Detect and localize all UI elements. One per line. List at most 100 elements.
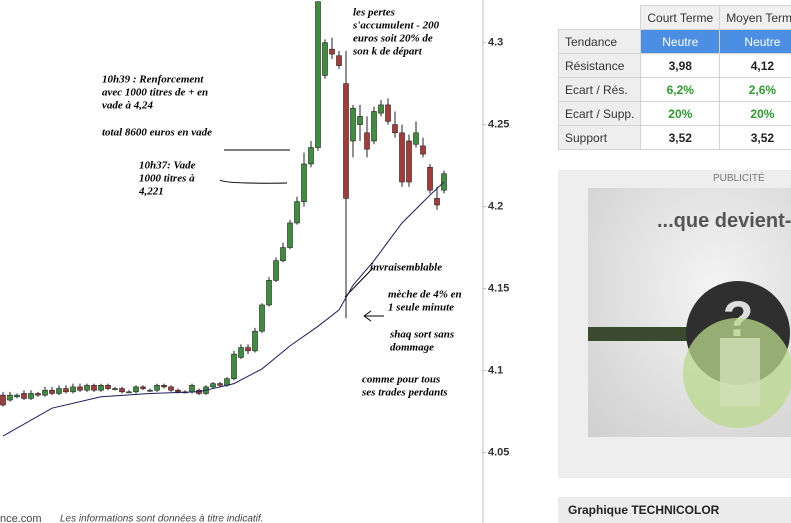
table-row: Ecart / Supp. 20% 20% (557, 101, 791, 126)
table-row: Support 3,52 3,52 (557, 125, 791, 150)
candle-body (273, 260, 279, 281)
table-corner (558, 5, 641, 30)
candle-body (364, 132, 370, 150)
row-label: Ecart / Rés. (557, 77, 642, 102)
candle-body (259, 304, 265, 332)
candle-body (343, 83, 349, 199)
annotation: avec 1000 titres de + en (102, 87, 208, 99)
candle-body (378, 104, 384, 114)
ad-image: ...que devient- ? (588, 188, 791, 437)
annotation: invraisemblable (370, 262, 442, 274)
row-label: Ecart / Supp. (557, 101, 642, 126)
candle-body (35, 393, 41, 396)
candle-body (420, 145, 426, 155)
candle-body (168, 386, 174, 391)
annotation: 10h37: Vade (139, 160, 196, 172)
candle-body (350, 107, 356, 142)
candle-body (0, 394, 6, 406)
row-label: Support (557, 125, 642, 150)
footer-site: nce.com (0, 513, 42, 523)
candle-body (329, 48, 335, 55)
candle-body (77, 386, 83, 391)
y-tick-label: 4.1 (488, 364, 503, 376)
pointer-line (219, 179, 288, 184)
candle-body (91, 384, 97, 391)
table-row: Résistance 3,98 4,12 (557, 53, 791, 78)
cell-value: 3,98 (640, 53, 721, 78)
candle-body (98, 384, 104, 391)
cell-value: 6,2% (640, 77, 721, 102)
annotation: les pertes (353, 7, 395, 19)
row-label: Résistance (557, 53, 642, 78)
candle-body (112, 388, 118, 390)
annotation: 10h39 : Renforcement (102, 74, 204, 86)
candle-body (21, 393, 27, 399)
column-header: Court Terme (640, 5, 721, 30)
candle-body (105, 384, 111, 389)
candle-body (336, 55, 342, 66)
candle-body (245, 347, 251, 352)
candle-body (189, 384, 195, 393)
candle-body (399, 132, 405, 183)
candle-body (287, 222, 293, 248)
candle-body (133, 386, 139, 393)
annotation: 1 seule minute (388, 302, 454, 314)
ad-label: PUBLICITÉ (713, 173, 765, 184)
annotation: comme pour tous (362, 374, 440, 386)
cell-value: 2,6% (719, 77, 791, 102)
annotation: 1000 titres à (139, 173, 195, 185)
candle-body (301, 163, 307, 202)
table-row: Ecart / Rés. 6,2% 2,6% (557, 77, 791, 102)
ad-bar (588, 327, 698, 341)
row-label: Tendance (557, 29, 642, 54)
moving-average (2, 181, 445, 437)
candle-body (28, 393, 34, 399)
candle-body (56, 388, 62, 394)
cell-value: 3,52 (640, 125, 721, 150)
candle-body (441, 173, 447, 191)
candle-body (63, 388, 69, 393)
y-tick-label: 4.2 (488, 200, 503, 212)
cell-value: 20% (719, 101, 791, 126)
candle-body (231, 353, 237, 380)
ad-headline: ...que devient- (657, 210, 791, 232)
bottom-bar: Graphique TECHNICOLOR (558, 497, 791, 523)
candle-body (371, 111, 377, 142)
candle-body (266, 280, 272, 306)
candle-body (224, 378, 230, 386)
annotation: s'accumulent - 200 (352, 20, 440, 32)
candle-body (308, 147, 314, 165)
candle-body (238, 347, 244, 358)
candle-body (49, 389, 55, 394)
table-row: Tendance Neutre Neutre (557, 29, 791, 54)
annotation: ses trades perdants (361, 387, 448, 399)
annotation: dommage (390, 342, 434, 354)
bottom-title: Graphique TECHNICOLOR (568, 503, 720, 517)
candle-body (434, 198, 440, 206)
candle-body (280, 247, 286, 261)
candle-body (392, 124, 398, 134)
candle-body (427, 166, 433, 191)
ad-graphic: ? (588, 281, 791, 428)
cell-value: 3,52 (719, 125, 791, 150)
candle-body (294, 201, 300, 224)
candle-body (413, 132, 419, 145)
candle-body (7, 394, 13, 401)
annotation: total 8600 euros en vade (102, 127, 212, 139)
y-tick-label: 4.15 (488, 282, 509, 294)
candle-body (154, 384, 160, 391)
ad-door (720, 338, 760, 406)
annotation: shaq sort sans (389, 329, 454, 341)
cell-value: Neutre (640, 29, 721, 54)
candle-body (217, 383, 223, 386)
footer-disclaimer: Les informations sont données à titre in… (60, 514, 263, 523)
candle-body (140, 386, 146, 389)
candle-body (147, 389, 153, 392)
annotation: son k de départ (352, 46, 423, 58)
y-tick-label: 4.05 (488, 446, 509, 458)
